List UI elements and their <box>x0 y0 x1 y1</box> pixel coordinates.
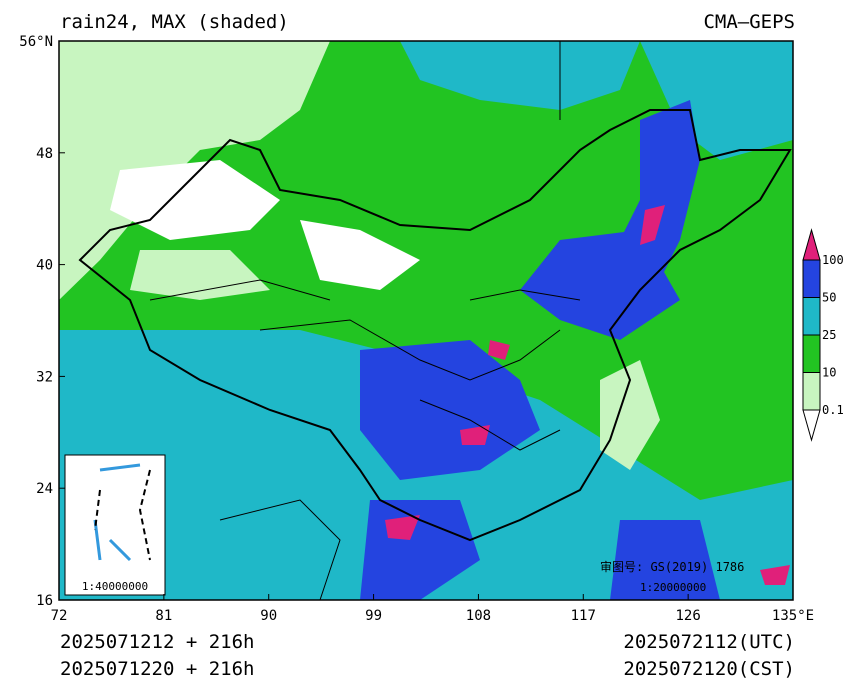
x-tick-label: 90 <box>260 608 277 624</box>
x-tick-label: 117 <box>571 608 596 624</box>
x-tick-label: 135°E <box>772 608 814 624</box>
valid-utc: 2025072112(UTC) <box>623 631 795 653</box>
x-tick-label: 72 <box>51 608 68 624</box>
init-utc: 2025071212 + 216h <box>60 631 254 653</box>
y-tick-label: 24 <box>36 481 53 497</box>
approval-number: 审图号: GS(2019) 1786 <box>600 559 744 574</box>
colorbar-segment <box>802 409 821 442</box>
map-scale: 1:20000000 <box>640 581 706 594</box>
colorbar-segment <box>802 372 821 411</box>
colorbar-label: 25 <box>822 328 836 342</box>
colorbar-label: 100 <box>822 253 844 267</box>
colorbar-segment <box>802 297 821 336</box>
colorbar-segment <box>802 259 821 298</box>
inset-scale: 1:40000000 <box>82 580 148 593</box>
valid-cst: 2025072120(CST) <box>623 658 795 680</box>
x-tick-label: 108 <box>466 608 491 624</box>
colorbar-segment <box>802 228 821 261</box>
x-tick-label: 81 <box>155 608 172 624</box>
colorbar-label: 50 <box>822 291 836 305</box>
y-tick-label: 40 <box>36 258 53 274</box>
source: CMA—GEPS <box>703 11 795 33</box>
colorbar-label: 0.1 <box>822 403 844 417</box>
y-tick-label: 32 <box>36 369 53 385</box>
colorbar-label: 10 <box>822 366 836 380</box>
map-field <box>58 40 794 601</box>
title: rain24, MAX (shaded) <box>60 11 289 33</box>
axes: 72 81 90 99 108 117 126 135°E 16 24 32 40 48 56°N <box>19 34 814 624</box>
y-tick-label: 56°N <box>19 34 53 50</box>
y-tick-label: 16 <box>36 593 53 609</box>
init-cst: 2025071220 + 216h <box>60 658 254 680</box>
colorbar: 0.1 10 25 50 100 <box>802 228 844 442</box>
x-tick-label: 99 <box>365 608 382 624</box>
x-tick-label: 126 <box>675 608 700 624</box>
y-tick-label: 48 <box>36 146 53 162</box>
colorbar-segment <box>802 334 821 373</box>
